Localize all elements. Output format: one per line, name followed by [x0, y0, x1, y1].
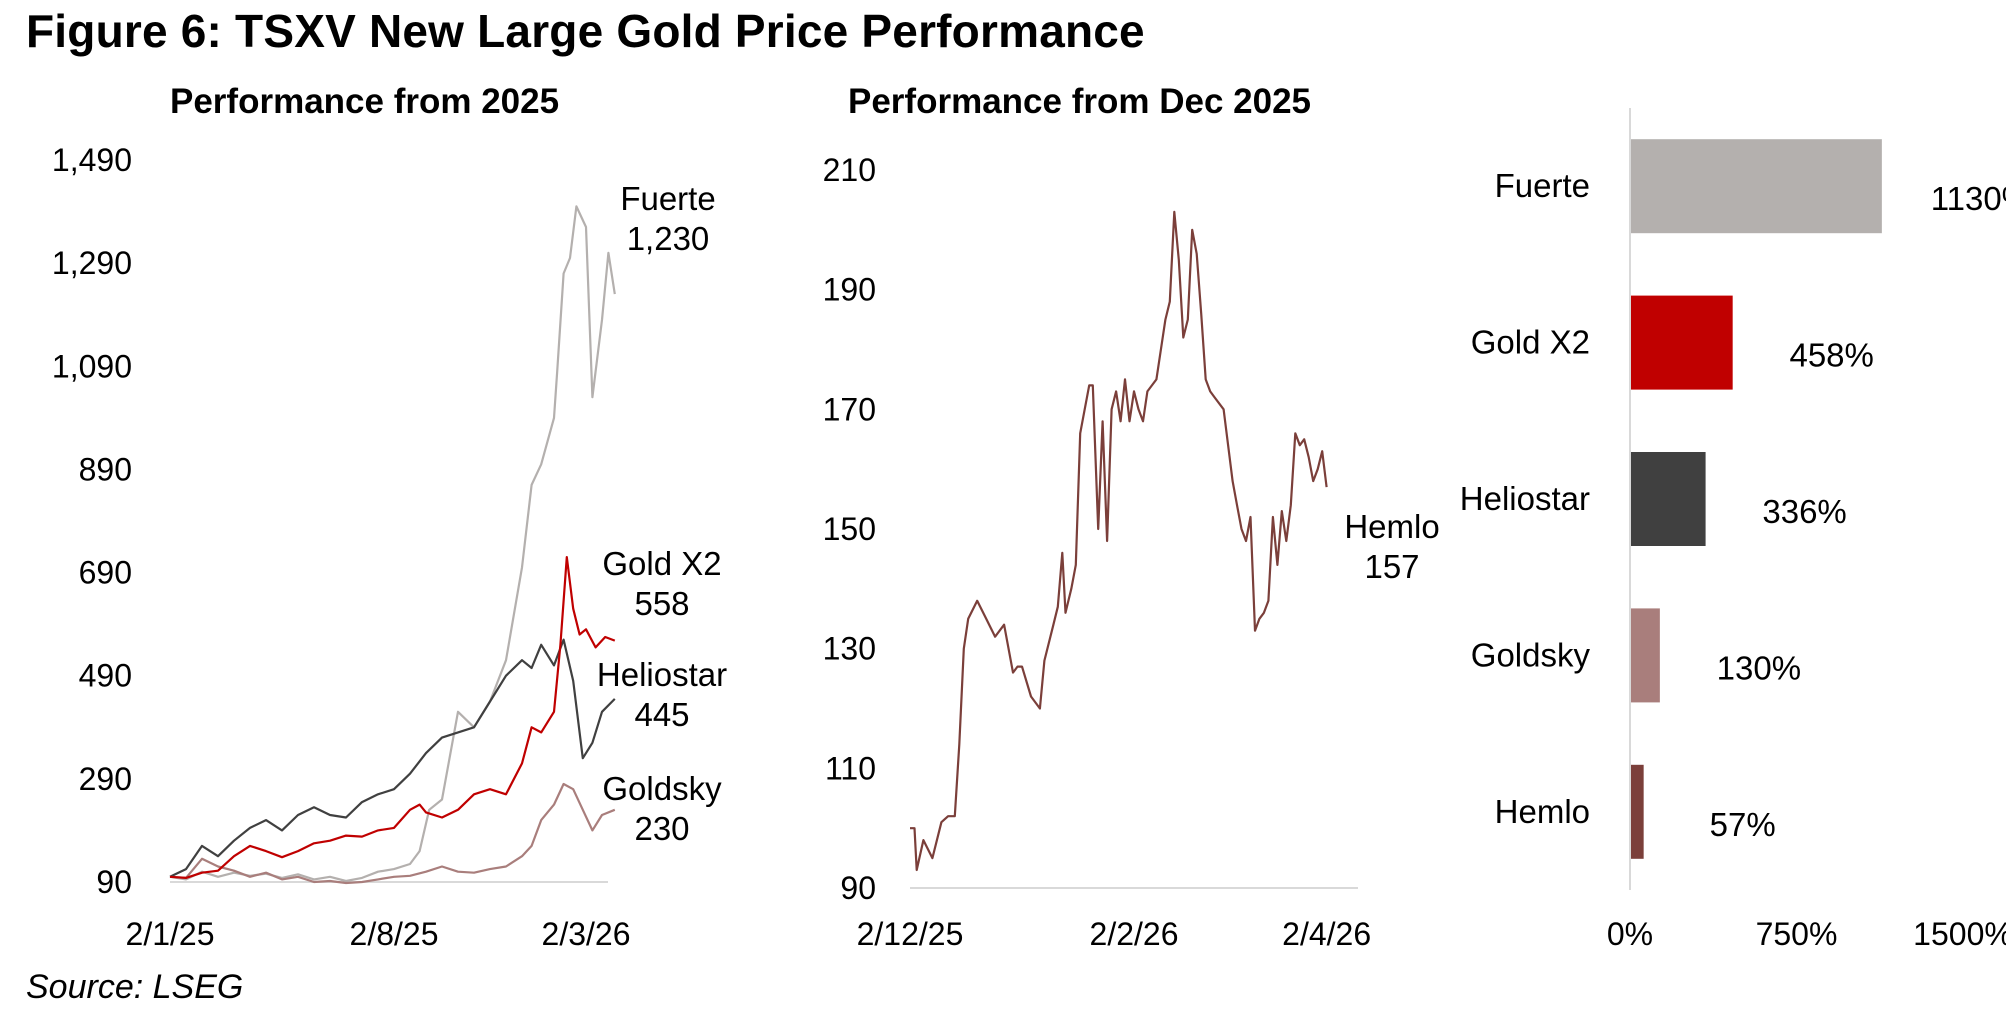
left-series-end-value: 230 [634, 810, 689, 847]
left-y-tick-label: 290 [79, 761, 132, 797]
left-series-end-value: 1,230 [627, 220, 710, 257]
left-x-tick-label: 2/1/25 [126, 916, 215, 952]
left-series-line-fuerte [169, 205, 616, 883]
bar-category-label: Hemlo [1495, 793, 1590, 830]
left-series-end-label: Fuerte [620, 180, 715, 217]
left-x-tick-label: 2/8/25 [350, 916, 439, 952]
source-note: Source: LSEG [26, 968, 244, 1006]
left-y-tick-label: 690 [79, 555, 132, 591]
left-series-line-goldsky [169, 782, 616, 885]
middle-y-tick-label: 130 [823, 631, 876, 667]
bar-gold-x2 [1631, 295, 1733, 390]
middle-chart-title: Performance from Dec 2025 [848, 82, 1311, 121]
bar-category-label: Fuerte [1495, 167, 1590, 204]
middle-y-tick-label: 150 [823, 511, 876, 547]
middle-y-tick-label: 110 [825, 750, 876, 786]
bar-fuerte [1631, 139, 1882, 234]
bar-category-label: Goldsky [1471, 636, 1591, 673]
left-y-tick-label: 1,290 [52, 245, 132, 281]
middle-series-end-label: Hemlo [1344, 508, 1439, 545]
bar-x-tick-label: 1500% [1913, 916, 2006, 952]
figure-title: Figure 6: TSXV New Large Gold Price Perf… [26, 5, 1145, 57]
left-y-tick-label: 490 [79, 658, 132, 694]
bar-value-label: 1130% [1931, 180, 2006, 217]
bar-value-label: 458% [1789, 337, 1873, 374]
left-series-end-label: Goldsky [602, 770, 722, 807]
bar-value-label: 130% [1717, 649, 1801, 686]
bar-value-label: 336% [1762, 493, 1846, 530]
bar-category-label: Gold X2 [1471, 324, 1590, 361]
middle-series-line-hemlo [910, 210, 1328, 872]
bar-value-label: 57% [1710, 806, 1776, 843]
bar-goldsky [1631, 608, 1660, 703]
left-series-line-heliostar [169, 638, 616, 878]
left-series-end-label: Heliostar [597, 656, 727, 693]
left-series-end-value: 558 [634, 585, 689, 622]
middle-x-tick-label: 2/4/26 [1282, 916, 1371, 952]
left-y-tick-label: 1,490 [52, 142, 132, 178]
middle-x-tick-label: 2/12/25 [857, 916, 964, 952]
middle-x-tick-label: 2/2/26 [1090, 916, 1179, 952]
left-y-tick-label: 1,090 [52, 348, 132, 384]
bar-hemlo [1631, 764, 1644, 859]
middle-y-tick-label: 190 [823, 272, 876, 308]
middle-y-tick-label: 210 [823, 152, 876, 188]
bar-x-tick-label: 0% [1607, 916, 1653, 952]
middle-y-tick-label: 90 [840, 870, 876, 906]
bar-x-tick-label: 750% [1756, 916, 1838, 952]
middle-series-end-value: 157 [1364, 548, 1419, 585]
left-x-tick-label: 2/3/26 [542, 916, 631, 952]
left-series-line-gold-x2 [169, 555, 616, 880]
left-y-tick-label: 890 [79, 451, 132, 487]
left-y-tick-label: 90 [96, 864, 132, 900]
middle-y-tick-label: 170 [823, 391, 876, 427]
bar-category-label: Heliostar [1460, 480, 1590, 517]
left-chart-title: Performance from 2025 [170, 82, 560, 121]
left-series-end-value: 445 [634, 696, 689, 733]
bar-heliostar [1631, 452, 1706, 546]
left-series-end-label: Gold X2 [602, 545, 721, 582]
